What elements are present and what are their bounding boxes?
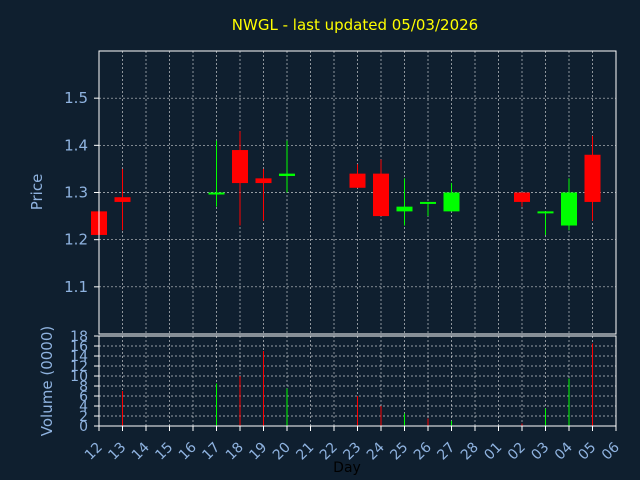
candle-body xyxy=(373,173,389,217)
x-axis-tick-label: 28 xyxy=(458,440,482,464)
candle-body xyxy=(514,192,530,202)
x-axis-tick-label: 21 xyxy=(293,440,317,464)
x-axis-tick-label: 03 xyxy=(528,440,552,464)
candle-body xyxy=(255,178,272,184)
grid-layer xyxy=(99,51,616,426)
x-axis-tick-label: 25 xyxy=(387,440,411,464)
x-axis-tick-label: 06 xyxy=(599,439,623,463)
candle-body xyxy=(443,192,460,212)
candle-body xyxy=(232,150,248,184)
volume-y-tick-label: 10 xyxy=(70,369,88,385)
x-axis-tick-label: 04 xyxy=(552,439,576,463)
x-axis-tick-label: 16 xyxy=(176,439,200,463)
volume-y-tick-label: 4 xyxy=(79,399,88,415)
x-axis-tick-label: 18 xyxy=(223,440,247,464)
x-axis-tick-label: 15 xyxy=(152,440,176,464)
x-axis-tick-label: 24 xyxy=(364,439,388,463)
candle-body xyxy=(537,211,554,214)
candle-body xyxy=(561,192,577,226)
price-y-tick-label: 1.4 xyxy=(64,136,88,154)
chart-title: NWGL - last updated 05/03/2026 xyxy=(232,16,478,34)
price-y-tick-label: 1.2 xyxy=(64,231,88,249)
x-axis-tick-label: 05 xyxy=(575,440,599,464)
candle-body xyxy=(114,197,131,202)
price-y-tick-label: 1.1 xyxy=(64,278,88,296)
volume-layer xyxy=(122,343,593,426)
price-y-tick-label: 1.3 xyxy=(64,184,88,202)
volume-y-tick-label: 0 xyxy=(79,419,88,435)
x-axis-tick-label: 12 xyxy=(82,440,106,464)
x-axis-tick-label: 19 xyxy=(246,440,270,464)
candle-body xyxy=(279,173,295,176)
x-axis-tick-label: 13 xyxy=(105,440,129,464)
candle-body xyxy=(396,206,413,212)
volume-y-tick-label: 6 xyxy=(79,389,88,405)
price-y-axis-label: Price xyxy=(28,174,46,211)
candle-body xyxy=(208,192,225,195)
x-axis-tick-label: 02 xyxy=(505,440,529,464)
price-y-tick-label: 1.5 xyxy=(64,89,88,107)
x-axis-tick-label: 01 xyxy=(481,440,505,464)
candle-body xyxy=(349,173,366,188)
candle-body xyxy=(584,154,601,202)
candles-layer xyxy=(91,131,601,235)
volume-y-tick-label: 2 xyxy=(79,409,88,425)
volume-y-tick-label: 12 xyxy=(70,359,88,375)
volume-y-tick-label: 16 xyxy=(70,339,88,355)
x-axis-tick-label: 27 xyxy=(434,440,458,464)
x-axis-tick-label: 20 xyxy=(270,440,294,464)
x-axis-label: Day xyxy=(333,460,361,476)
volume-y-axis-label: Volume (0000) xyxy=(38,326,56,436)
x-axis-tick-label: 14 xyxy=(129,439,153,463)
volume-y-tick-label: 18 xyxy=(70,329,88,345)
x-axis-tick-label: 17 xyxy=(199,440,223,464)
volume-y-tick-label: 14 xyxy=(70,349,88,365)
candle-body xyxy=(420,201,436,204)
volume-y-tick-label: 8 xyxy=(79,379,88,395)
x-axis-tick-label: 26 xyxy=(411,439,435,463)
